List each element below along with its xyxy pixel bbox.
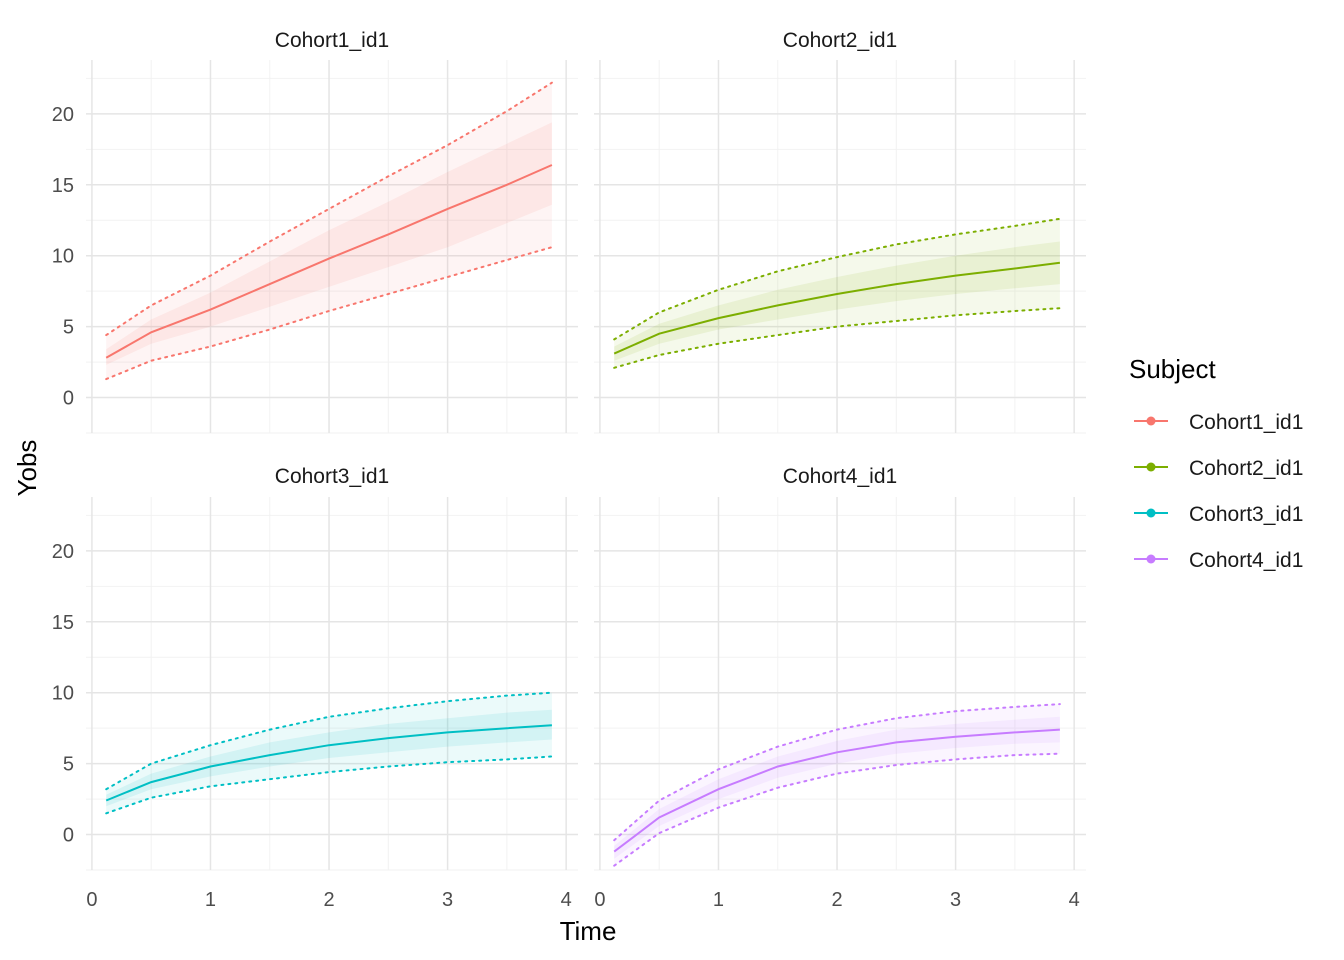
x-tick-label: 3 bbox=[442, 889, 453, 911]
legend-label: Cohort1_id1 bbox=[1189, 411, 1303, 434]
upper-bound-dotted-line bbox=[613, 217, 1061, 341]
facet-panels: Cohort1_id105101520Cohort2_id1Cohort3_id… bbox=[52, 29, 1086, 911]
legend-label: Cohort3_id1 bbox=[1189, 503, 1303, 526]
y-tick-label: 0 bbox=[63, 825, 74, 847]
prediction-band-outer bbox=[106, 692, 552, 814]
legend-key-point bbox=[1146, 508, 1156, 518]
facet-strip-title: Cohort4_id1 bbox=[783, 465, 897, 488]
facet-strip-title: Cohort1_id1 bbox=[275, 29, 389, 52]
prediction-band-inner bbox=[614, 241, 1060, 361]
facet-strip-title: Cohort3_id1 bbox=[275, 465, 389, 488]
legend-key-point bbox=[1146, 462, 1156, 472]
y-tick-label: 20 bbox=[52, 541, 74, 563]
y-tick-label: 15 bbox=[52, 175, 74, 197]
legend-item: Cohort4_id1 bbox=[1134, 549, 1303, 572]
x-tick-label: 4 bbox=[561, 889, 572, 911]
y-tick-label: 5 bbox=[63, 754, 74, 776]
y-tick-label: 15 bbox=[52, 612, 74, 634]
x-tick-label: 0 bbox=[86, 889, 97, 911]
facet-panel-4: Cohort4_id1 0 1 2 3 4 bbox=[594, 465, 1086, 911]
lower-bound-dotted-line bbox=[105, 755, 553, 815]
x-tick-label: 4 bbox=[1069, 889, 1080, 911]
x-tick-label: 1 bbox=[205, 889, 216, 911]
facet-panel-3: Cohort3_id1 0 5 10 15 20 0 1 2 3 4 bbox=[52, 465, 578, 911]
legend-item: Cohort3_id1 bbox=[1134, 503, 1303, 526]
y-tick-label: 20 bbox=[52, 104, 74, 126]
x-tick-label: 1 bbox=[713, 889, 724, 911]
legend-key-point bbox=[1146, 416, 1156, 426]
prediction-band-inner bbox=[614, 716, 1060, 859]
prediction-band-inner bbox=[106, 122, 552, 365]
x-tick-label: 2 bbox=[323, 889, 334, 911]
facet-panel-2: Cohort2_id1 bbox=[594, 29, 1086, 434]
series-line-Cohort4_id1 bbox=[613, 728, 1060, 853]
prediction-band-outer bbox=[614, 704, 1060, 866]
upper-bound-dotted-line bbox=[105, 691, 553, 791]
legend-key-point bbox=[1146, 554, 1156, 564]
legend-title: Subject bbox=[1129, 354, 1216, 384]
y-axis-label: Yobs bbox=[12, 440, 42, 497]
lower-bound-dotted-line bbox=[613, 307, 1061, 369]
facet-panel-1: Cohort1_id1 0 5 10 15 20 bbox=[52, 29, 578, 434]
legend-label: Cohort2_id1 bbox=[1189, 457, 1303, 480]
x-tick-label: 2 bbox=[831, 889, 842, 911]
y-tick-label: 10 bbox=[52, 246, 74, 268]
y-tick-label: 0 bbox=[63, 388, 74, 410]
x-tick-label: 3 bbox=[950, 889, 961, 911]
series-line-Cohort3_id1 bbox=[105, 724, 552, 802]
series-line-Cohort2_id1 bbox=[613, 261, 1061, 355]
legend: Subject Cohort1_id1 Cohort2_id1 Cohort3_id… bbox=[1129, 354, 1303, 572]
prediction-band-outer bbox=[106, 82, 552, 380]
facet-strip-title: Cohort2_id1 bbox=[783, 29, 897, 52]
lower-bound-dotted-line bbox=[613, 752, 1061, 867]
upper-bound-dotted-line bbox=[105, 81, 553, 337]
series-line-Cohort1_id1 bbox=[105, 164, 553, 359]
x-axis-label: Time bbox=[560, 916, 617, 946]
upper-bound-dotted-line bbox=[613, 703, 1061, 842]
x-tick-label: 0 bbox=[594, 889, 605, 911]
y-tick-label: 5 bbox=[63, 317, 74, 339]
legend-item: Cohort2_id1 bbox=[1134, 457, 1303, 480]
legend-label: Cohort4_id1 bbox=[1189, 549, 1303, 572]
legend-item: Cohort1_id1 bbox=[1134, 411, 1303, 434]
lower-bound-dotted-line bbox=[105, 246, 553, 381]
y-tick-label: 10 bbox=[52, 683, 74, 705]
